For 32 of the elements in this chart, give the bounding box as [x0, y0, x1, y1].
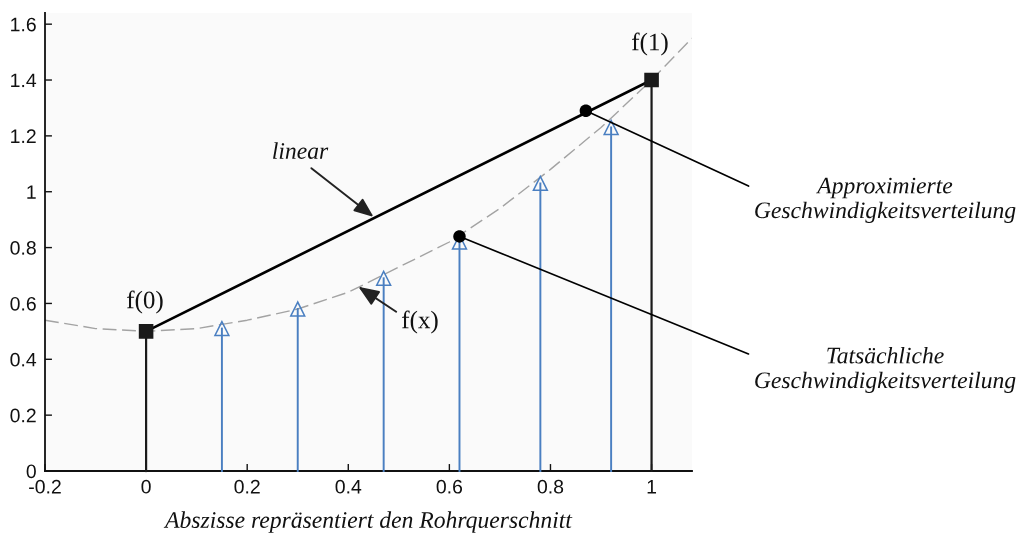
point [375, 270, 392, 287]
annotation: linear [273, 142, 329, 159]
annotation: Tatsächliche Geschwindigkeitsverteilung [755, 346, 1016, 394]
point [644, 72, 659, 88]
x-tick-label: -0.2 [29, 479, 61, 494]
point [453, 230, 466, 243]
x-tick-label: 0.2 [234, 479, 260, 494]
y-tick-label: 0.2 [10, 408, 36, 423]
point [214, 320, 230, 337]
point [579, 104, 593, 117]
x-tick-label: 0.4 [335, 479, 362, 494]
y-tick-label: 0 [26, 464, 36, 479]
x-tick-label: 1 [647, 480, 657, 494]
point [290, 301, 306, 317]
point [532, 175, 549, 192]
annotation: f(1) [632, 32, 668, 56]
y-tick-label: 1 [27, 185, 36, 199]
annotation: f(0) [127, 290, 163, 314]
x-tick-label: 0 [141, 479, 151, 494]
y-tick-label: 1.6 [11, 17, 36, 32]
y-tick-label: 0.4 [10, 352, 37, 367]
x-tick-label: 0.8 [537, 479, 564, 494]
x-axis-title: Abszisse repräsentiert den Rohrquerschnitt [163, 511, 573, 533]
point [138, 324, 154, 339]
y-tick-label: 1.4 [11, 73, 37, 88]
annotation: f(x) [402, 310, 438, 334]
y-tick-label: 0.8 [10, 241, 36, 255]
point [603, 119, 619, 136]
y-tick-label: 1.2 [11, 129, 36, 143]
y-tick-label: 0.6 [10, 296, 36, 311]
annotation: Approximierte Geschwindigkeitsverteilung [755, 177, 1016, 224]
x-tick-label: 0.6 [436, 479, 463, 494]
